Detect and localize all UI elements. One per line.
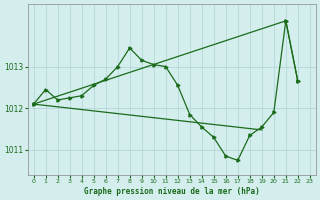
X-axis label: Graphe pression niveau de la mer (hPa): Graphe pression niveau de la mer (hPa) xyxy=(84,187,260,196)
